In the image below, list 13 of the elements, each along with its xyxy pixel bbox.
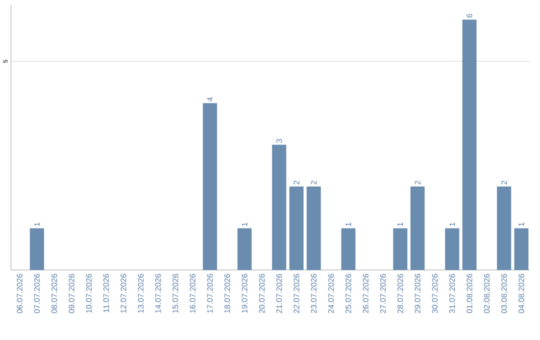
bar [306, 186, 321, 270]
bar [410, 186, 425, 270]
bar [393, 228, 408, 270]
bar [462, 20, 477, 270]
bar [272, 144, 286, 270]
bar [237, 228, 252, 270]
bar [30, 228, 44, 270]
bar [514, 228, 528, 270]
bar [496, 186, 512, 270]
bar [341, 228, 356, 270]
bar [202, 103, 218, 270]
bar [445, 228, 460, 270]
bar [289, 186, 304, 270]
